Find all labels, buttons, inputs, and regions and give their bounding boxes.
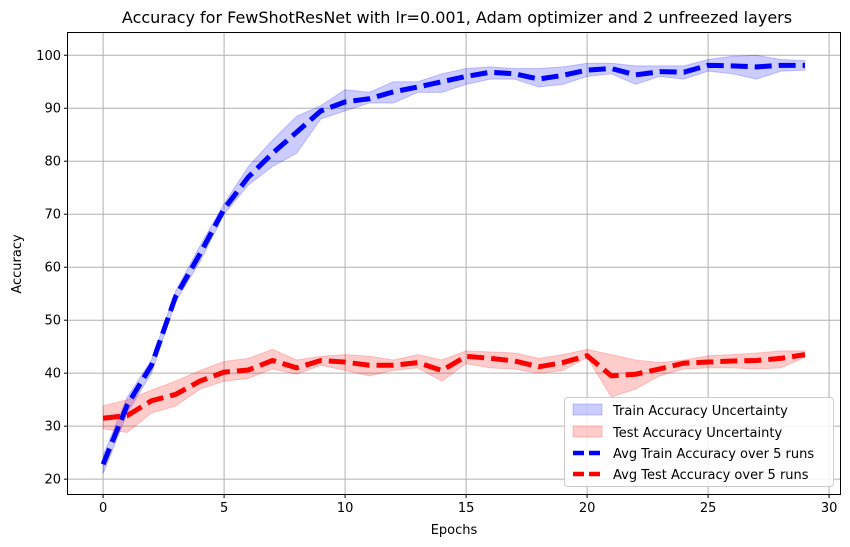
- x-tick-label: 10: [337, 501, 354, 516]
- y-axis-title: Accuracy: [10, 234, 25, 294]
- x-tick-label: 0: [99, 501, 107, 516]
- legend-label-train-line: Avg Train Accuracy over 5 runs: [613, 447, 814, 462]
- series-lines: [100, 62, 806, 466]
- chart-title: Accuracy for FewShotResNet with lr=0.001…: [122, 8, 792, 27]
- y-tick-label: 60: [44, 261, 61, 276]
- y-tick-label: 90: [44, 102, 61, 117]
- x-tick-label: 15: [458, 501, 475, 516]
- grid: [68, 33, 840, 494]
- y-axis-ticks: 20 30 40 50 60 70 80 90 100: [36, 49, 68, 488]
- test-accuracy-line: [102, 352, 806, 421]
- legend-swatch-train-band: [572, 403, 603, 416]
- legend-box: [564, 397, 834, 487]
- legend-label-test-line: Avg Test Accuracy over 5 runs: [613, 468, 809, 483]
- plot-frame: [67, 32, 841, 495]
- y-tick-label: 70: [44, 208, 61, 223]
- train-accuracy-line: [100, 62, 805, 466]
- x-axis-ticks: 0 5 10 15 20 25 30: [99, 494, 837, 516]
- x-tick-label: 25: [700, 501, 717, 516]
- uncertainty-bands: [102, 54, 806, 475]
- x-tick-label: 30: [821, 501, 838, 516]
- legend: Train Accuracy Uncertainty Test Accuracy…: [564, 397, 834, 487]
- y-tick-label: 100: [36, 49, 61, 64]
- y-tick-label: 40: [44, 367, 61, 382]
- test-uncertainty-band: [102, 348, 806, 434]
- legend-label-train-band: Train Accuracy Uncertainty: [612, 404, 788, 419]
- train-uncertainty-band: [102, 54, 806, 475]
- legend-swatch-test-band: [572, 425, 603, 438]
- legend-label-test-band: Test Accuracy Uncertainty: [612, 426, 782, 441]
- x-tick-label: 5: [220, 501, 228, 516]
- y-tick-label: 50: [44, 314, 61, 329]
- y-tick-label: 80: [44, 155, 61, 170]
- x-tick-label: 20: [579, 501, 596, 516]
- y-tick-label: 30: [44, 420, 61, 435]
- x-axis-title: Epochs: [431, 523, 478, 538]
- y-tick-label: 20: [44, 473, 61, 488]
